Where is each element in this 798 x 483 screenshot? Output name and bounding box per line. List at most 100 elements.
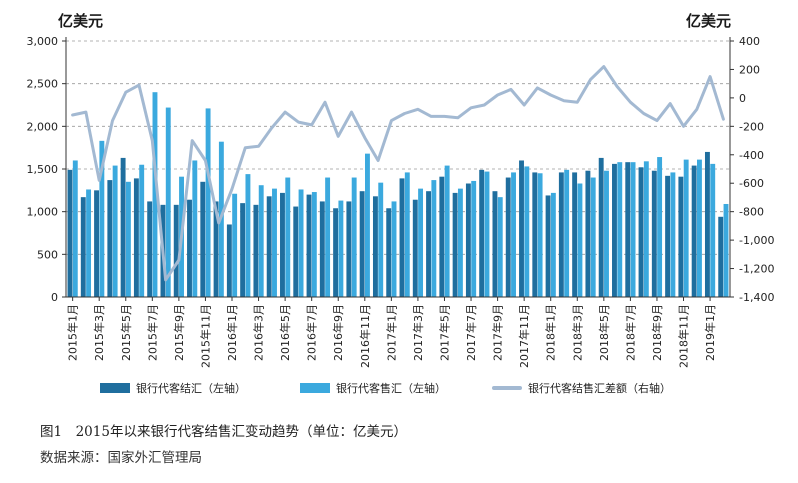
bar-sales [697,159,702,297]
right-tick-label: -1,200 [739,263,774,276]
x-tick-label: 2016年1月 [225,304,239,361]
legend-item-settlement: 银行代客结汇（左轴） [100,380,246,396]
bar-sales [99,140,105,297]
bar-settlement [120,157,126,297]
bar-settlement [545,195,551,297]
bar-settlement [625,162,631,297]
bar-sales [112,165,118,297]
axes [62,37,734,301]
bar-settlement [426,191,431,297]
bar-settlement [67,169,73,297]
bar-sales [657,157,663,297]
bar-settlement [213,201,219,297]
legend: 银行代客结汇（左轴） 银行代客售汇（左轴） 银行代客结售汇差额（右轴） [100,380,720,396]
legend-item-sales: 银行代客售汇（左轴） [300,380,446,396]
bar-settlement [412,199,418,297]
bar-settlement [572,172,578,297]
bar-sales [444,165,450,297]
bar-sales [550,192,556,297]
bar-sales [165,107,171,297]
x-tick-label: 2016年5月 [278,304,292,361]
bar-settlement [293,206,299,297]
bar-sales [617,162,623,297]
bar-sales [232,193,238,297]
bar-settlement [691,165,697,297]
x-tick-label: 2017年11月 [517,304,531,368]
right-tick-label: 400 [739,35,760,48]
bar-sales [404,172,410,297]
x-tick-label: 2018年5月 [597,304,611,361]
line-series [71,65,725,282]
x-tick-label: 2017年9月 [491,304,505,361]
bar-settlement [505,177,511,297]
right-tick-label: 200 [739,63,760,76]
bar-settlement [532,172,538,297]
right-tick-label: -600 [739,177,764,190]
bar-settlement [306,194,312,297]
bar-sales [577,183,583,297]
bar-sales [152,92,158,297]
bar-sales [258,185,264,297]
x-tick-label: 2018年3月 [570,304,584,361]
right-tick-label: -1,400 [739,291,774,304]
figure-caption: 图1 2015年以来银行代客结售汇变动趋势（单位：亿美元） [40,424,407,440]
bar-sales [86,189,92,297]
bar-settlement [399,178,405,297]
bar-sales [139,164,145,297]
x-tick-label: 2018年9月 [650,304,664,361]
bar-sales [285,177,291,297]
bar-settlement [519,160,524,297]
bar-sales [643,161,649,297]
legend-swatch-balance [492,386,522,390]
right-tick-label: -200 [739,120,764,133]
x-tick-label: 2018年11月 [677,304,691,368]
bar-sales [192,160,198,297]
left-tick-label: 1,500 [27,163,59,176]
legend-label-balance: 银行代客结售汇差额（右轴） [528,382,671,395]
bar-sales [298,189,304,297]
left-tick-label: 2,000 [27,120,59,133]
bar-sales [378,182,384,297]
bar-sales [630,162,636,297]
bar-sales [604,170,609,297]
bar-settlement [319,201,325,297]
legend-swatch-sales [300,383,330,393]
x-tick-label: 2016年7月 [305,304,319,361]
bar-settlement [240,203,246,297]
bar-settlement [346,201,352,297]
x-tick-label: 2015年3月 [92,304,106,361]
bar-settlement [465,183,471,297]
bar-sales [125,181,131,297]
data-source: 数据来源：国家外汇管理局 [40,450,202,466]
left-tick-label: 2,500 [27,78,59,91]
bar-settlement [386,208,392,297]
bar-settlement [280,192,285,297]
bar-settlement [452,192,458,297]
right-tick-label: -1,000 [739,234,774,247]
bar-settlement [187,199,192,297]
left-tick-label: 500 [37,248,58,261]
bar-sales [710,163,716,297]
balance-line [71,65,725,282]
right-tick-label: -800 [739,206,764,219]
x-tick-label: 2017年3月 [411,304,425,361]
tick-labels: 0 500 1,000 1,500 2,000 2,500 3,000 -1,400 -1,20… [27,35,775,368]
bar-settlement [638,167,644,297]
right-tick-label: -400 [739,149,764,162]
bar-sales [272,188,277,297]
left-axis-unit: 亿美元 [58,12,104,30]
bar-settlement [266,196,272,297]
bar-settlement [585,170,591,297]
right-tick-label: 0 [739,92,746,105]
bar-sales [484,171,490,297]
x-tick-label: 2015年9月 [172,304,186,361]
bar-sales [670,172,676,297]
bar-sales [537,173,543,297]
bar-settlement [651,170,657,297]
legend-swatch-settlement [100,383,130,393]
bar-sales [72,160,78,297]
bar-settlement [558,172,564,297]
bar-sales [391,201,397,297]
bar-settlement [107,180,113,297]
